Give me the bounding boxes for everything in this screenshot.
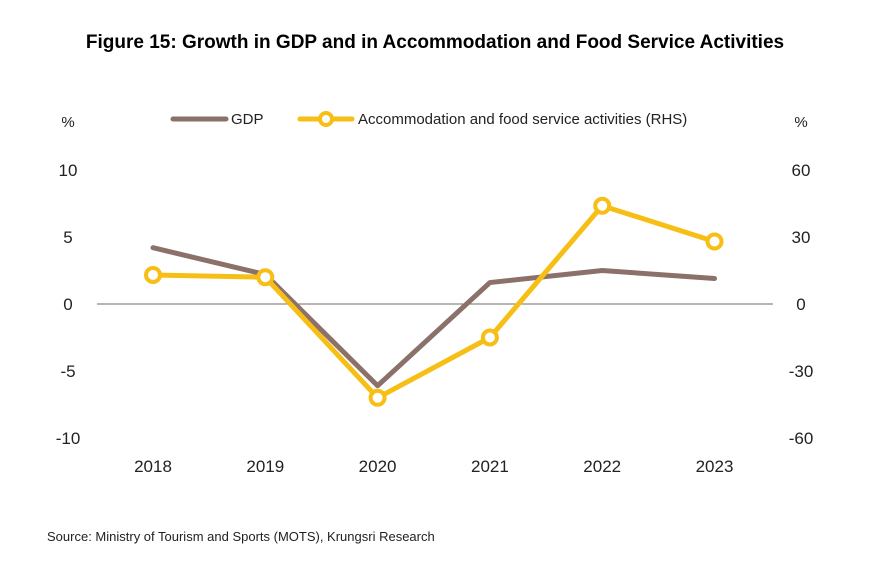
- left-tick-label: 10: [59, 161, 78, 180]
- series-group: [144, 196, 724, 407]
- right-tick-label: -30: [789, 362, 814, 381]
- right-tick-label: 30: [792, 228, 811, 247]
- right-tick-label: 60: [792, 161, 811, 180]
- legend-accommodation-marker: [318, 111, 334, 127]
- gdp-series-line: [150, 245, 717, 389]
- left-tick-label: 5: [63, 228, 72, 247]
- x-axis-ticks: 2018 2019 2020 2021 2022 2023: [134, 457, 733, 476]
- legend-gdp-label: GDP: [231, 111, 264, 128]
- x-tick-label: 2018: [134, 457, 172, 476]
- left-axis-unit: %: [61, 114, 74, 131]
- accommodation-point: [256, 268, 275, 287]
- chart-svg: GDP Accommodation and food service activ…: [56, 111, 814, 476]
- left-tick-label: -10: [56, 429, 81, 448]
- accommodation-point: [368, 388, 387, 407]
- accommodation-point: [144, 265, 162, 284]
- accommodation-point: [705, 232, 724, 251]
- x-tick-label: 2022: [583, 457, 621, 476]
- x-tick-label: 2019: [246, 457, 284, 476]
- left-tick-label: -5: [60, 362, 75, 381]
- accommodation-point: [480, 328, 499, 347]
- left-axis-ticks: 10 5 0 -5 -10: [56, 161, 81, 448]
- right-axis-unit: %: [794, 114, 807, 131]
- x-tick-label: 2020: [359, 457, 397, 476]
- x-tick-label: 2021: [471, 457, 509, 476]
- right-tick-label: 0: [796, 295, 805, 314]
- legend-accommodation-label: Accommodation and food service activitie…: [358, 111, 687, 128]
- x-tick-label: 2023: [696, 457, 734, 476]
- chart-title: Figure 15: Growth in GDP and in Accommod…: [85, 32, 785, 53]
- left-tick-label: 0: [63, 295, 72, 314]
- source-note: Source: Ministry of Tourism and Sports (…: [47, 529, 435, 544]
- right-tick-label: -60: [789, 429, 814, 448]
- accommodation-series-line: [150, 203, 717, 401]
- accommodation-point: [593, 196, 612, 215]
- legend: GDP Accommodation and food service activ…: [170, 111, 687, 128]
- right-axis-ticks: 60 30 0 -30 -60: [789, 161, 814, 448]
